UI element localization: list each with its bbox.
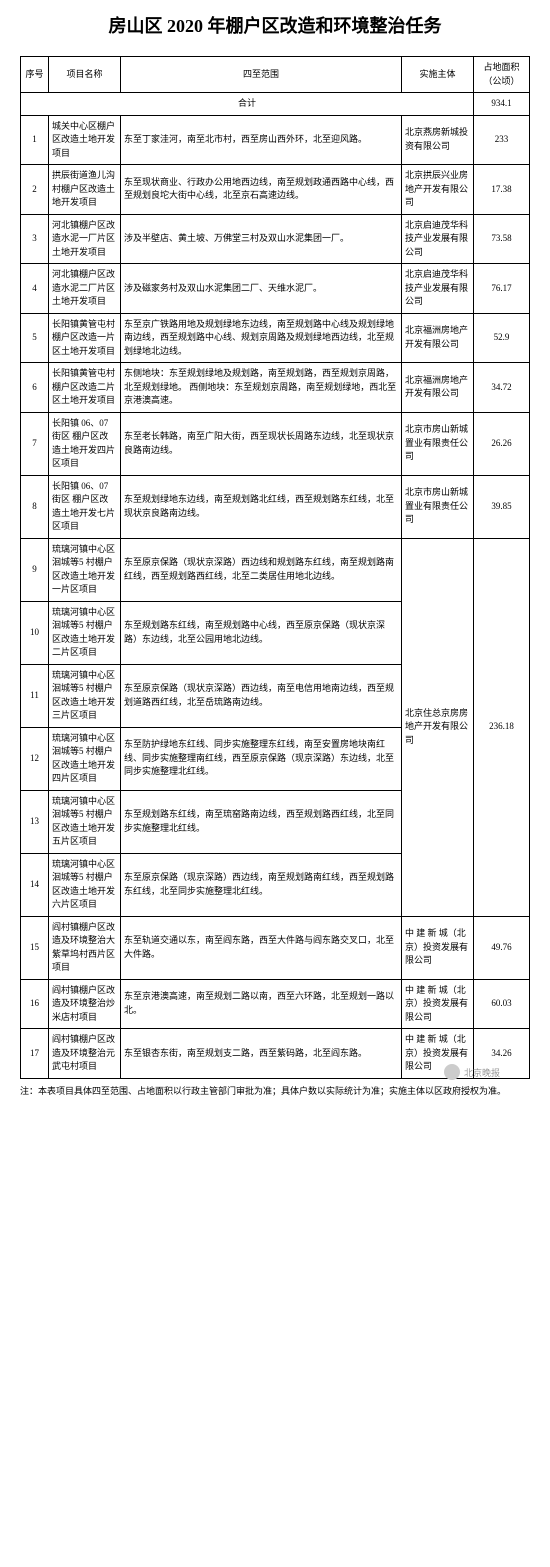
cell-num: 6: [21, 363, 49, 413]
watermark: 北京晚报: [444, 1064, 500, 1080]
cell-entity: 北京住总京房房地产开发有限公司: [402, 538, 474, 916]
cell-scope: 东至规划路东红线，南至规划路中心线，西至原京保路（现状京深路）东边线，北至公园用…: [121, 601, 402, 664]
cell-name: 长阳镇 06、07 街区 棚户区改造土地开发四片区项目: [49, 412, 121, 475]
table-row: 6长阳镇黄管屯村棚户区改造二片区土地开发项目东侧地块：东至规划绿地及规划路，南至…: [21, 363, 530, 413]
cell-area: 52.9: [474, 313, 530, 363]
cell-num: 16: [21, 979, 49, 1029]
cell-area: 39.85: [474, 475, 530, 538]
cell-scope: 东至现状商业、行政办公用地西边线，南至规划政通西路中心线，西至规划良坨大街中心线…: [121, 165, 402, 215]
cell-name: 琉璃河镇中心区洄城等5 村棚户区改造土地开发二片区项目: [49, 601, 121, 664]
header-entity: 实施主体: [402, 57, 474, 93]
cell-scope: 东至原京保路（现京深路）西边线，南至规划路南红线，西至规划路东红线，北至同步实施…: [121, 853, 402, 916]
cell-name: 拱辰街道渔儿沟村棚户区改造土地开发项目: [49, 165, 121, 215]
cell-num: 12: [21, 727, 49, 790]
cell-scope: 东至轨道交通以东，南至阎东路，西至大件路与阎东路交叉口，北至大件路。: [121, 916, 402, 979]
cell-area: 73.58: [474, 214, 530, 264]
footnote: 注：本表项目具体四至范围、占地面积以行政主管部门审批为准；具体户数以实际统计为准…: [20, 1085, 530, 1099]
table-row: 7长阳镇 06、07 街区 棚户区改造土地开发四片区项目东至老长韩路，南至广阳大…: [21, 412, 530, 475]
cell-num: 8: [21, 475, 49, 538]
header-num: 序号: [21, 57, 49, 93]
cell-num: 4: [21, 264, 49, 314]
cell-name: 琉璃河镇中心区洄城等5 村棚户区改造土地开发六片区项目: [49, 853, 121, 916]
table-row: 1城关中心区棚户区改造土地开发项目东至丁家洼河，南至北市村，西至房山西外环，北至…: [21, 115, 530, 165]
cell-name: 阎村镇棚户区改造及环境整治大紫草坞村西片区项目: [49, 916, 121, 979]
cell-num: 14: [21, 853, 49, 916]
cell-scope: 东至银杏东街，南至规划支二路，西至紫码路，北至阎东路。: [121, 1029, 402, 1079]
cell-name: 城关中心区棚户区改造土地开发项目: [49, 115, 121, 165]
cell-name: 长阳镇 06、07 街区 棚户区改造土地开发七片区项目: [49, 475, 121, 538]
cell-name: 河北镇棚户区改造水泥二厂片区土地开发项目: [49, 264, 121, 314]
cell-num: 2: [21, 165, 49, 215]
cell-scope: 东至丁家洼河，南至北市村，西至房山西外环，北至迎风路。: [121, 115, 402, 165]
cell-scope: 东至京港澳高速，南至规划二路以南，西至六环路，北至规划一路以北。: [121, 979, 402, 1029]
cell-scope: 东至老长韩路，南至广阳大街，西至现状长周路东边线，北至现状京良路南边线。: [121, 412, 402, 475]
cell-entity: 北京启迪茂华科技产业发展有限公司: [402, 214, 474, 264]
header-scope: 四至范围: [121, 57, 402, 93]
cell-name: 琉璃河镇中心区洄城等5 村棚户区改造土地开发四片区项目: [49, 727, 121, 790]
cell-scope: 东至原京保路（现状京深路）西边线，南至电信用地南边线，西至规划道路西红线，北至岳…: [121, 664, 402, 727]
cell-entity: 北京福洲房地产开发有限公司: [402, 363, 474, 413]
cell-name: 河北镇棚户区改造水泥一厂片区土地开发项目: [49, 214, 121, 264]
table-row: 16阎村镇棚户区改造及环境整治炒米店村项目东至京港澳高速，南至规划二路以南，西至…: [21, 979, 530, 1029]
cell-num: 1: [21, 115, 49, 165]
cell-num: 9: [21, 538, 49, 601]
header-name: 项目名称: [49, 57, 121, 93]
cell-name: 长阳镇黄管屯村棚户区改造二片区土地开发项目: [49, 363, 121, 413]
total-row: 合计 934.1: [21, 93, 530, 116]
cell-num: 15: [21, 916, 49, 979]
project-table: 序号 项目名称 四至范围 实施主体 占地面积（公顷） 合计 934.1 1城关中…: [20, 56, 530, 1079]
cell-area: 236.18: [474, 538, 530, 916]
cell-scope: 东至原京保路（现状京深路）西边线和规划路东红线，南至规划路南红线，西至规划路西红…: [121, 538, 402, 601]
cell-area: 49.76: [474, 916, 530, 979]
cell-scope: 涉及磁家务村及双山水泥集团二厂、天维水泥厂。: [121, 264, 402, 314]
total-label: 合计: [21, 93, 474, 116]
cell-name: 长阳镇黄管屯村棚户区改造一片区土地开发项目: [49, 313, 121, 363]
cell-area: 76.17: [474, 264, 530, 314]
cell-num: 11: [21, 664, 49, 727]
cell-entity: 北京福洲房地产开发有限公司: [402, 313, 474, 363]
cell-entity: 北京启迪茂华科技产业发展有限公司: [402, 264, 474, 314]
cell-name: 阎村镇棚户区改造及环境整治元武屯村项目: [49, 1029, 121, 1079]
cell-area: 60.03: [474, 979, 530, 1029]
cell-scope: 涉及半壁店、黄土坡、万佛堂三村及双山水泥集团一厂。: [121, 214, 402, 264]
table-row: 5长阳镇黄管屯村棚户区改造一片区土地开发项目东至京广铁路用地及规划绿地东边线，南…: [21, 313, 530, 363]
cell-scope: 东至规划路东红线，南至琉窑路南边线，西至规划路西红线，北至同步实施整理北红线。: [121, 790, 402, 853]
cell-area: 34.72: [474, 363, 530, 413]
cell-num: 10: [21, 601, 49, 664]
cell-scope: 东至京广铁路用地及规划绿地东边线，南至规划路中心线及规划绿地南边线，西至规划路中…: [121, 313, 402, 363]
cell-entity: 北京燕房新城投资有限公司: [402, 115, 474, 165]
cell-num: 7: [21, 412, 49, 475]
table-row: 3河北镇棚户区改造水泥一厂片区土地开发项目涉及半壁店、黄土坡、万佛堂三村及双山水…: [21, 214, 530, 264]
total-value: 934.1: [474, 93, 530, 116]
cell-num: 17: [21, 1029, 49, 1079]
header-row: 序号 项目名称 四至范围 实施主体 占地面积（公顷）: [21, 57, 530, 93]
cell-entity: 中 建 新 城（北京）投资发展有限公司: [402, 979, 474, 1029]
cell-entity: 北京市房山新城置业有限责任公司: [402, 475, 474, 538]
table-row: 9琉璃河镇中心区洄城等5 村棚户区改造土地开发一片区项目东至原京保路（现状京深路…: [21, 538, 530, 601]
watermark-text: 北京晚报: [464, 1066, 500, 1079]
cell-area: 17.38: [474, 165, 530, 215]
cell-entity: 中 建 新 城（北京）投资发展有限公司: [402, 916, 474, 979]
cell-scope: 东侧地块：东至规划绿地及规划路，南至规划路，西至规划京周路，北至规划绿地。 西侧…: [121, 363, 402, 413]
cell-num: 13: [21, 790, 49, 853]
cell-name: 琉璃河镇中心区洄城等5 村棚户区改造土地开发一片区项目: [49, 538, 121, 601]
cell-entity: 北京拱辰兴业房地产开发有限公司: [402, 165, 474, 215]
cell-area: 233: [474, 115, 530, 165]
page-title: 房山区 2020 年棚户区改造和环境整治任务: [20, 12, 530, 38]
table-row: 8长阳镇 06、07 街区 棚户区改造土地开发七片区项目东至规划绿地东边线，南至…: [21, 475, 530, 538]
cell-num: 5: [21, 313, 49, 363]
cell-scope: 东至防护绿地东红线、同步实施整理东红线，南至安置房地块南红线、同步实施整理南红线…: [121, 727, 402, 790]
cell-name: 琉璃河镇中心区洄城等5 村棚户区改造土地开发五片区项目: [49, 790, 121, 853]
cell-entity: 北京市房山新城置业有限责任公司: [402, 412, 474, 475]
table-row: 4河北镇棚户区改造水泥二厂片区土地开发项目涉及磁家务村及双山水泥集团二厂、天维水…: [21, 264, 530, 314]
cell-area: 26.26: [474, 412, 530, 475]
cell-num: 3: [21, 214, 49, 264]
cell-name: 阎村镇棚户区改造及环境整治炒米店村项目: [49, 979, 121, 1029]
cell-scope: 东至规划绿地东边线，南至规划路北红线，西至规划路东红线，北至现状京良路南边线。: [121, 475, 402, 538]
table-row: 15阎村镇棚户区改造及环境整治大紫草坞村西片区项目东至轨道交通以东，南至阎东路，…: [21, 916, 530, 979]
table-row: 2拱辰街道渔儿沟村棚户区改造土地开发项目东至现状商业、行政办公用地西边线，南至规…: [21, 165, 530, 215]
cell-name: 琉璃河镇中心区洄城等5 村棚户区改造土地开发三片区项目: [49, 664, 121, 727]
watermark-icon: [444, 1064, 460, 1080]
header-area: 占地面积（公顷）: [474, 57, 530, 93]
